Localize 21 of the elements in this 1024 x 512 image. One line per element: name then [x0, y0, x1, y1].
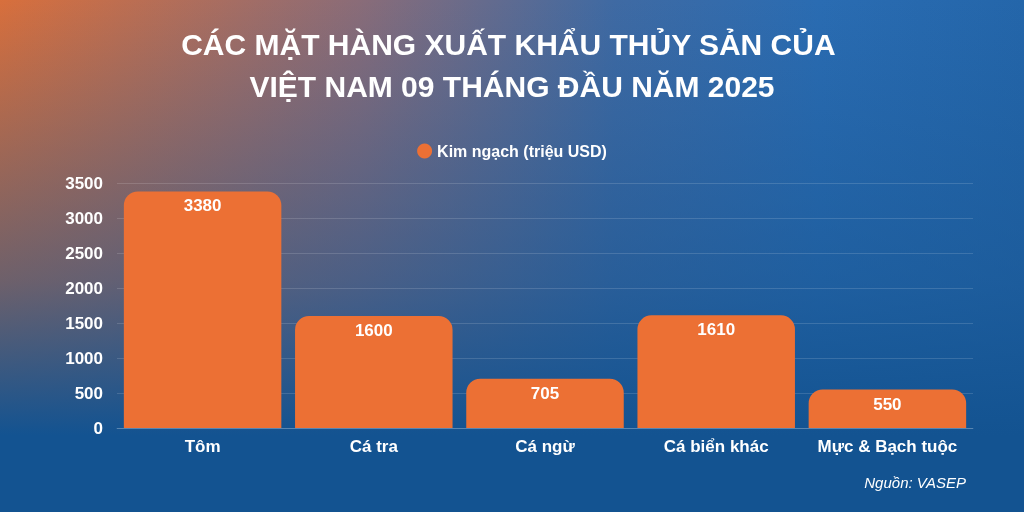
- y-tick-label: 1500: [65, 313, 103, 333]
- text: Nguồn: VASEP: [864, 474, 966, 491]
- y-tick-label: 500: [74, 383, 103, 403]
- y-tick-label: 2500: [65, 243, 103, 263]
- x-tick-label: Tôm: [184, 437, 221, 456]
- y-tick-label: 3500: [65, 173, 103, 193]
- y-tick-label: 2000: [65, 278, 103, 298]
- data-label: 1610: [697, 320, 736, 340]
- x-tick-label: Cá tra: [349, 437, 399, 456]
- x-tick-label: Cá ngừ: [515, 437, 576, 456]
- x-tick-label: Cá biển khác: [663, 437, 769, 456]
- y-tick-label: 1000: [65, 348, 103, 368]
- y-tick-label: 0: [93, 418, 103, 438]
- y-tick-label: 3000: [65, 208, 103, 228]
- data-label: 1600: [354, 321, 393, 340]
- legend-label: Kim ngạch (triệu USD): [437, 142, 607, 160]
- data-label: 550: [873, 394, 902, 414]
- data-label: 705: [530, 383, 560, 403]
- data-label: 3380: [183, 196, 222, 216]
- chart-title: CÁC MẶT HÀNG XUẤT KHẨU THỦY SẢN CỦA VIỆT NAM 09 THÁNG ĐẦU NĂM 2025: [181, 27, 843, 103]
- x-tick-label: Mực & Bạch tuộc: [817, 437, 958, 456]
